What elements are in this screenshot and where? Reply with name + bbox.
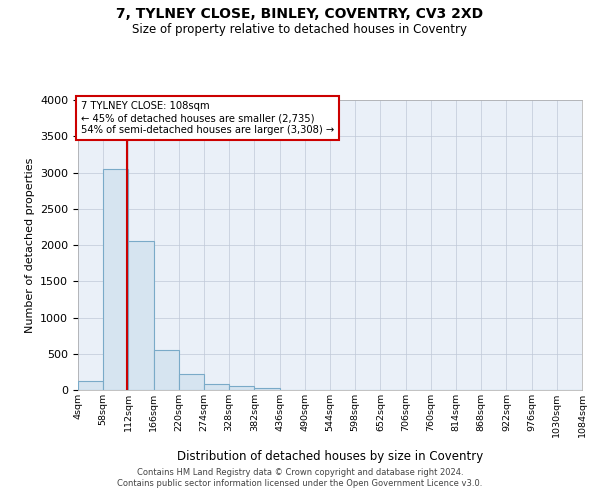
Bar [229, 386, 254, 390]
Y-axis label: Number of detached properties: Number of detached properties [25, 158, 35, 332]
Bar [154, 350, 179, 390]
Text: Size of property relative to detached houses in Coventry: Size of property relative to detached ho… [133, 22, 467, 36]
Bar [78, 380, 103, 390]
Text: Distribution of detached houses by size in Coventry: Distribution of detached houses by size … [177, 450, 483, 463]
Text: 7, TYLNEY CLOSE, BINLEY, COVENTRY, CV3 2XD: 7, TYLNEY CLOSE, BINLEY, COVENTRY, CV3 2… [116, 8, 484, 22]
Bar [128, 240, 154, 390]
Text: 7 TYLNEY CLOSE: 108sqm
← 45% of detached houses are smaller (2,735)
54% of semi-: 7 TYLNEY CLOSE: 108sqm ← 45% of detached… [80, 102, 334, 134]
Text: Contains HM Land Registry data © Crown copyright and database right 2024.
Contai: Contains HM Land Registry data © Crown c… [118, 468, 482, 487]
Bar [204, 384, 229, 390]
Bar [103, 169, 128, 390]
Bar [179, 374, 204, 390]
Bar [254, 388, 280, 390]
